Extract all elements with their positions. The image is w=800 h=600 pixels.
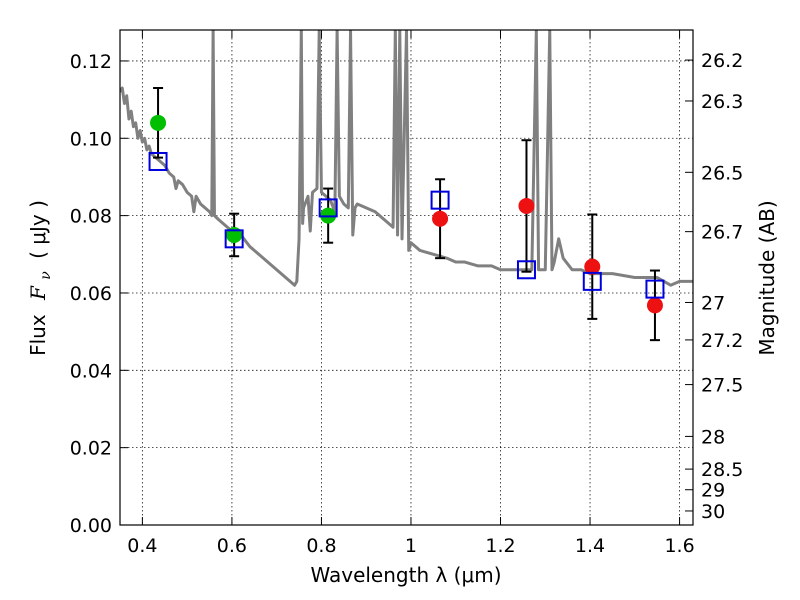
model-photometry-layer: [148, 151, 665, 299]
mag-tick-label: 30: [701, 501, 725, 523]
model-photometry-square: [318, 198, 338, 218]
y-axis-label: Flux F ν ( μJy ): [26, 200, 55, 356]
observed-point-red: [584, 258, 601, 275]
y-tick-label: 0.00: [70, 515, 112, 537]
x-axis-label: Wavelength λ (μm): [310, 563, 501, 587]
observed-point-green: [150, 114, 167, 131]
mag-tick-label: 28.5: [701, 459, 743, 481]
mag-tick-label: 27.2: [701, 330, 743, 352]
ticks-layer: 0.4 0.6 0.8 1 1.2 1.4 1.6 0.00 0.02 0.04 0.06 0.08 0…: [70, 30, 743, 557]
mag-tick-label: 26.2: [701, 50, 743, 72]
mag-tick-label: 26.5: [701, 162, 743, 184]
svg-text:Flux F ν (: Flux F ν ( μJy ): [26, 200, 55, 356]
mag-tick-label: 26.3: [701, 91, 743, 113]
mag-tick-label: 27: [701, 292, 725, 314]
y-tick-label: 0.12: [70, 51, 112, 73]
x-tick-label: 1.6: [664, 535, 694, 557]
mag-tick-label: 28: [701, 426, 725, 448]
y-tick-label: 0.06: [70, 283, 112, 305]
x-tick-label: 0.4: [127, 535, 157, 557]
y-tick-label: 0.02: [70, 438, 112, 460]
x-tick-label: 1: [405, 535, 417, 557]
y-axis-label-prefix: Flux: [26, 314, 50, 356]
observed-point-red: [518, 197, 535, 214]
plot-frame: [119, 29, 694, 526]
x-tick-label: 1.4: [575, 535, 605, 557]
model-photometry-square: [645, 279, 665, 299]
model-photometry-square: [430, 190, 450, 210]
mag-tick-label: 26.7: [701, 222, 743, 244]
points-layer: [150, 114, 663, 314]
y-tick-label: 0.04: [70, 360, 112, 382]
y2-axis-label: Magnitude (AB): [755, 200, 779, 355]
model-photometry-square: [224, 229, 244, 249]
observed-point-red: [432, 210, 449, 227]
observed-point-red: [646, 297, 663, 314]
x-tick-label: 0.8: [306, 535, 336, 557]
model-photometry-square: [516, 260, 536, 280]
y-tick-label: 0.10: [70, 128, 112, 150]
mag-tick-label: 27.5: [701, 375, 743, 397]
x-tick-label: 1.2: [485, 535, 515, 557]
y-axis-label-sub: ν: [38, 271, 54, 280]
y-axis-label-units: ( μJy ): [26, 200, 50, 259]
y-tick-label: 0.08: [70, 206, 112, 228]
model-photometry-square: [148, 151, 168, 171]
model-photometry-square: [582, 271, 602, 291]
x-tick-label: 0.6: [217, 535, 247, 557]
y-axis-label-var: F: [26, 285, 50, 301]
mag-tick-label: 29: [701, 480, 725, 502]
